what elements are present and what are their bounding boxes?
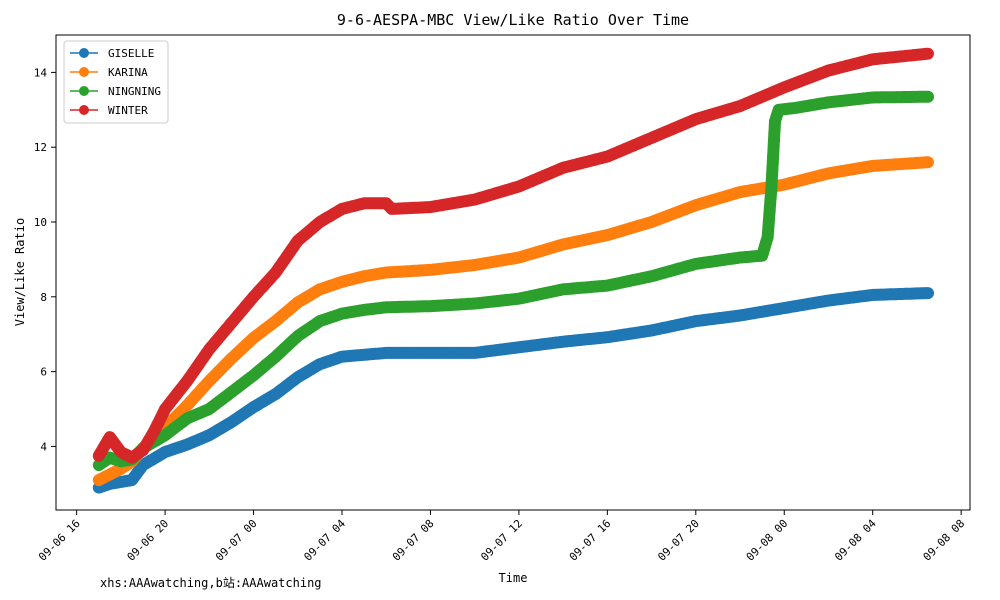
series-line: [92, 90, 934, 472]
x-axis-label: Time: [499, 571, 528, 585]
x-tick-label: 09-07 04: [301, 517, 348, 564]
x-tick-label: 09-07 08: [390, 517, 437, 564]
legend-swatch-marker: [79, 86, 89, 96]
legend-label: GISELLE: [108, 47, 154, 60]
plot-area: [92, 47, 934, 494]
chart-title: 9-6-AESPA-MBC View/Like Ratio Over Time: [337, 11, 689, 29]
axes-frame: [55, 34, 971, 511]
data-point: [918, 287, 930, 299]
y-tick-label: 10: [34, 216, 47, 229]
x-tick-label: 09-08 04: [832, 517, 879, 564]
x-tick-label: 09-08 08: [921, 517, 968, 564]
x-tick-label: 09-08 00: [744, 517, 791, 564]
legend-swatch-marker: [79, 48, 89, 58]
y-tick-label: 14: [34, 66, 48, 79]
x-tick-label: 09-07 20: [655, 517, 702, 564]
y-tick-label: 12: [34, 141, 47, 154]
legend-swatch-marker: [79, 105, 89, 115]
legend-label: KARINA: [108, 66, 148, 79]
watermark-note: xhs:AAAwatching,b站:AAAwatching: [100, 576, 322, 590]
y-tick-label: 4: [40, 440, 47, 453]
series-ningning: [92, 90, 934, 472]
x-tick-label: 09-07 12: [478, 517, 525, 564]
legend: GISELLE KARINA NINGNING WINTER: [63, 40, 169, 124]
y-axis-ticks: 4 6 8 10 12 14: [34, 66, 56, 453]
x-axis-ticks: 09-06 16 09-06 20 09-07 00 09-07 04 09-07 08…: [36, 510, 967, 564]
y-axis-label: View/Like Ratio: [13, 218, 27, 326]
data-point: [920, 91, 932, 103]
x-tick-label: 09-06 20: [125, 517, 172, 564]
data-point: [922, 48, 934, 60]
legend-swatch-marker: [79, 67, 89, 77]
series-line: [92, 287, 934, 494]
legend-label: WINTER: [108, 104, 148, 117]
legend-box: [63, 40, 169, 124]
x-tick-label: 09-07 16: [567, 517, 614, 564]
x-tick-label: 09-07 00: [213, 517, 260, 564]
data-point: [920, 156, 932, 168]
series-giselle: [92, 287, 934, 494]
series-winter: [92, 47, 934, 464]
y-tick-label: 6: [40, 366, 47, 379]
x-tick-label: 09-06 16: [36, 517, 83, 564]
legend-label: NINGNING: [108, 85, 161, 98]
y-tick-label: 8: [40, 291, 47, 304]
